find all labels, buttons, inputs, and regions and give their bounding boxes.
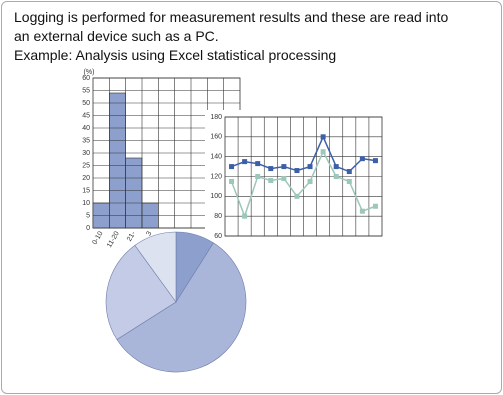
y-tick-label: 20: [82, 175, 90, 182]
marker: [281, 175, 287, 181]
chart-bg: [205, 110, 386, 240]
marker: [268, 177, 274, 183]
marker: [294, 168, 300, 174]
y-tick-label: 50: [82, 100, 90, 107]
marker: [255, 161, 261, 167]
y-tick-label: 120: [210, 173, 222, 180]
marker: [242, 159, 248, 165]
text-line: Logging is performed for measurement res…: [14, 9, 449, 25]
marker: [229, 178, 235, 184]
y-tick-label: 10: [82, 200, 90, 207]
marker: [229, 164, 235, 170]
y-tick-label: 25: [82, 162, 90, 169]
marker: [242, 213, 248, 219]
x-tick-label: 3: [145, 230, 153, 237]
bar: [109, 92, 126, 229]
y-tick-label: 80: [214, 213, 222, 220]
y-tick-label: 60: [214, 233, 222, 240]
text-line: an external device such as a PC.: [14, 28, 219, 44]
y-tick-label: 35: [82, 137, 90, 144]
y-tick-label: 0: [86, 225, 90, 232]
y-tick-label: 55: [82, 87, 90, 94]
y-tick-label: 60: [82, 75, 90, 82]
pie-slice: [134, 231, 177, 303]
series-line: [230, 149, 376, 219]
marker: [320, 149, 326, 155]
marker: [359, 208, 365, 214]
y-tick-label: 160: [210, 134, 222, 141]
marker: [372, 203, 378, 209]
y-tick-label: 5: [86, 212, 90, 219]
marker: [307, 164, 313, 170]
pie-slice: [105, 244, 177, 340]
y-tick-label: 40: [82, 125, 90, 132]
pie-slice: [116, 242, 247, 373]
marker: [307, 178, 313, 184]
y-tick-label: 45: [82, 112, 90, 119]
marker: [346, 169, 352, 175]
y-tick-label: 180: [210, 114, 222, 121]
text-line: Example: Analysis using Excel statistica…: [14, 47, 337, 63]
x-tick-label: 21-: [126, 230, 137, 243]
marker: [333, 164, 339, 170]
y-tick-label: 100: [210, 193, 222, 200]
marker: [372, 158, 378, 164]
bar: [125, 157, 143, 229]
y-tick-label: 15: [82, 187, 90, 194]
marker: [320, 134, 326, 140]
marker: [268, 166, 274, 172]
marker: [294, 193, 300, 199]
y-tick-label: 30: [82, 150, 90, 157]
x-tick-label: 11-20: [106, 230, 121, 249]
x-tick-label: 0-10: [91, 230, 104, 246]
marker: [333, 174, 339, 179]
marker: [346, 178, 352, 184]
y-axis-label: (%): [84, 69, 95, 76]
marker: [281, 164, 287, 170]
marker: [255, 174, 261, 179]
marker: [359, 156, 365, 162]
y-tick-label: 140: [210, 154, 222, 161]
